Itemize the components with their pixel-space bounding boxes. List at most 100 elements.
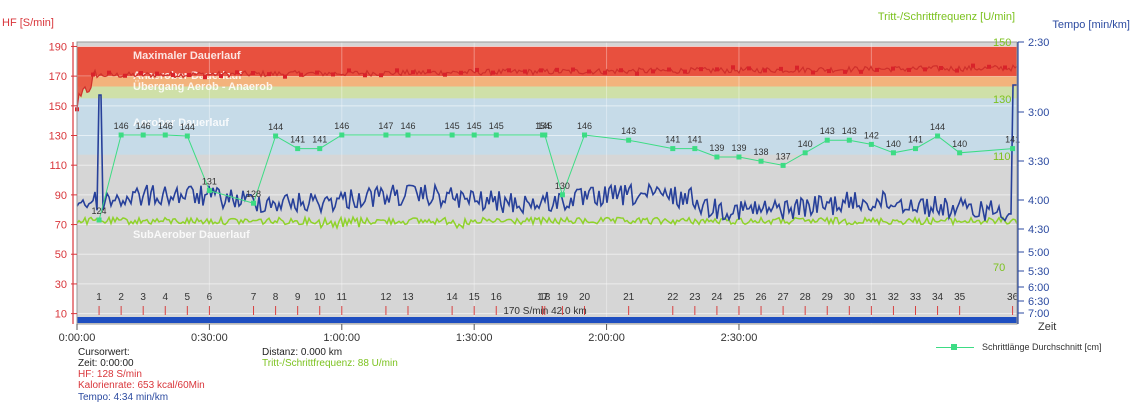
stride-point [383, 132, 389, 138]
lap-number: 29 [822, 292, 834, 303]
hr-marker [555, 67, 559, 72]
hr-marker [1003, 65, 1007, 70]
stride-label: 140 [886, 139, 901, 149]
hr-marker [859, 69, 863, 74]
stride-label: 124 [92, 206, 107, 216]
stride-label: 144 [180, 122, 195, 132]
hr-marker [235, 70, 239, 75]
hr-marker [187, 72, 191, 77]
stride-point [802, 150, 808, 156]
hr-tick-label: 150 [49, 101, 67, 113]
stride-point [1010, 146, 1016, 152]
hr-marker [91, 72, 95, 77]
cursor-title: Cursorwert: [78, 347, 130, 358]
hr-tick-label: 130 [49, 131, 67, 143]
cadence-tick-label: 70 [993, 262, 1005, 274]
stride-point [912, 146, 918, 152]
hr-marker [907, 67, 911, 72]
stride-point [692, 146, 698, 152]
lap-number: 20 [579, 292, 591, 303]
lap-number: 3 [140, 292, 146, 303]
hr-marker [699, 67, 703, 72]
time-tick-label: 2:30:00 [721, 332, 758, 344]
lap-number: 10 [314, 292, 326, 303]
hr-tick-label: 190 [49, 41, 67, 53]
pace-line [76, 84, 1017, 222]
stride-point [670, 146, 676, 152]
stride-label: 145 [467, 121, 482, 131]
lap-number: 4 [162, 292, 168, 303]
plot-border [76, 41, 1018, 325]
legend-label: Schrittlänge Durchschnitt [cm] [982, 342, 1102, 352]
hr-marker [219, 74, 223, 79]
hr-marker [139, 70, 143, 75]
hr-marker [507, 68, 511, 73]
hr-marker [203, 75, 207, 80]
hr-marker [763, 68, 767, 73]
hr-marker [635, 71, 639, 76]
lap-number: 18 [539, 292, 551, 303]
hr-marker [875, 67, 879, 72]
grid-lines [76, 42, 1017, 324]
stride-point [935, 133, 941, 139]
hr-marker [603, 70, 607, 75]
lap-number: 9 [295, 292, 301, 303]
hr-marker [523, 69, 527, 74]
lap-number: 19 [557, 292, 569, 303]
hr-marker [955, 68, 959, 73]
pace-tick-label: 5:30 [1028, 266, 1049, 278]
hr-marker [427, 69, 431, 74]
hr-marker [939, 66, 943, 71]
hr-marker [475, 67, 479, 72]
stride-point [184, 133, 190, 139]
lap-number: 22 [667, 292, 679, 303]
stride-point [846, 137, 852, 143]
stride-point [780, 162, 786, 168]
data-series: 124 146 146 146 144 131 128 144 141 141 146 147 146 1… [75, 63, 1020, 231]
stride-point [405, 132, 411, 138]
hr-marker [123, 73, 127, 78]
pace-tick-label: 2:30 [1028, 37, 1049, 49]
lap-number: 26 [755, 292, 767, 303]
hr-tick-label: 70 [55, 220, 67, 232]
lap-number: 30 [844, 292, 856, 303]
hr-axis-title: HF [S/min] [2, 17, 54, 29]
hr-marker [795, 65, 799, 70]
stride-label: 143 [621, 126, 636, 136]
stride-point [118, 132, 124, 138]
time-tick-label: 2:00:00 [588, 332, 625, 344]
stride-label: 146 [577, 121, 592, 131]
hr-marker [747, 66, 751, 71]
hr-marker [331, 72, 335, 77]
hr-marker [155, 71, 159, 76]
bottom-annotation: 170 S/min 42.0 km [503, 306, 586, 317]
stride-label: 141 [665, 135, 680, 145]
stride-point [206, 188, 212, 194]
pace-tick-label: 4:00 [1028, 195, 1049, 207]
hr-marker [171, 73, 175, 78]
pace-tick-label: 5:00 [1028, 247, 1049, 259]
stride-point [957, 150, 963, 156]
hr-tick-label: 90 [55, 190, 67, 202]
stride-label: 145 [489, 121, 504, 131]
stride-label: 141 [1005, 135, 1020, 145]
zone-label: Maximaler Dauerlauf [133, 50, 241, 62]
stride-label: 143 [842, 126, 857, 136]
stride-label: 146 [158, 121, 173, 131]
pace-tick-label: 3:00 [1028, 107, 1049, 119]
stride-label: 146 [400, 121, 415, 131]
zone-band [77, 86, 1017, 99]
hr-marker [987, 64, 991, 69]
cadence-tick-label: 110 [993, 151, 1011, 163]
stride-point [736, 154, 742, 160]
hr-marker [459, 70, 463, 75]
lap-number: 23 [689, 292, 701, 303]
pace-axis-title: Tempo [min/km] [1052, 19, 1130, 31]
hr-marker [267, 72, 271, 77]
pace-tick-label: 7:00 [1028, 308, 1049, 320]
stride-label: 137 [776, 151, 791, 161]
hr-marker [971, 63, 975, 68]
hr-tick-label: 110 [49, 160, 67, 172]
hr-marker [651, 69, 655, 74]
